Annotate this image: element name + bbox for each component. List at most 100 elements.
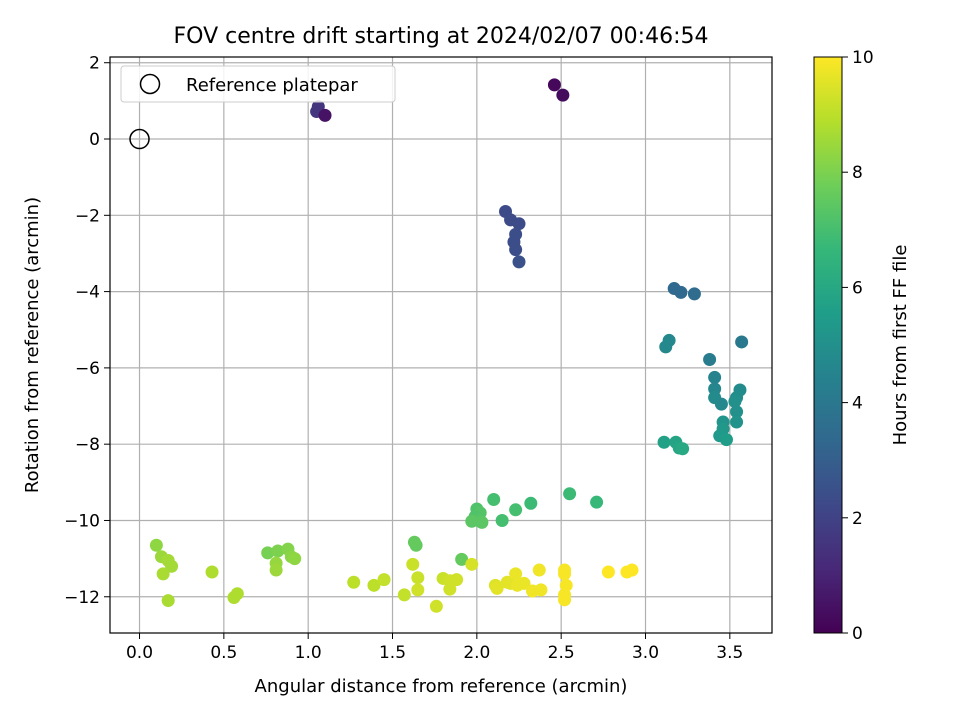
data-point (509, 503, 523, 517)
data-point (558, 593, 572, 607)
colorbar-ticks: 0 2 4 6 8 10 (842, 48, 874, 644)
x-tick-label: 0.5 (210, 643, 237, 663)
data-point (455, 552, 469, 566)
data-point (377, 573, 391, 587)
grid (110, 57, 772, 633)
data-point (547, 78, 561, 92)
data-point (475, 515, 489, 529)
x-tick-label: 1.5 (379, 643, 406, 663)
data-point (406, 557, 420, 571)
colorbar-tick-label: 8 (852, 163, 863, 183)
legend-marker (139, 73, 161, 95)
data-point (719, 433, 733, 447)
data-point (563, 487, 577, 501)
colorbar (813, 56, 843, 634)
data-point (271, 544, 285, 558)
colorbar-tick-label: 2 (852, 509, 863, 529)
data-point (558, 567, 572, 581)
data-point (450, 573, 464, 587)
data-point (487, 492, 501, 506)
data-point (662, 333, 676, 347)
x-tick-label: 1.0 (295, 643, 322, 663)
data-point (227, 591, 241, 605)
data-point (714, 397, 728, 411)
data-point (269, 563, 283, 577)
x-tick-label: 2.5 (548, 643, 575, 663)
colorbar-label: Hours from first FF file (890, 245, 911, 446)
y-tick-label: −8 (75, 435, 100, 455)
y-tick-label: −2 (75, 206, 100, 226)
data-point (524, 496, 538, 510)
chart-title: FOV centre drift starting at 2024/02/07 … (174, 24, 709, 49)
data-point (735, 335, 749, 349)
y-tick-label: −12 (64, 588, 100, 608)
colorbar-tick-label: 0 (852, 624, 863, 644)
x-tick-label: 0.0 (126, 643, 153, 663)
data-point (534, 583, 548, 597)
data-point (465, 557, 479, 571)
data-point (532, 563, 546, 577)
x-tick-label: 2.0 (463, 643, 490, 663)
data-point (311, 100, 325, 114)
data-point (347, 575, 361, 589)
data-point (601, 565, 615, 579)
data-point (495, 513, 509, 527)
reference-platepar-marker-layer (129, 128, 150, 150)
data-point (205, 565, 219, 579)
data-point (728, 394, 742, 408)
colorbar-tick-label: 6 (852, 278, 863, 298)
reference-platepar-marker (129, 128, 150, 150)
data-point (703, 352, 717, 366)
colorbar-tick-label: 4 (852, 394, 863, 414)
y-tick-label: −4 (75, 283, 100, 303)
data-point (429, 599, 443, 613)
data-point (465, 514, 479, 528)
data-point (590, 495, 604, 509)
colorbar-tick-label: 10 (852, 48, 874, 68)
data-point (318, 108, 332, 122)
data-point (411, 583, 425, 597)
legend-entry: Reference platepar (186, 75, 358, 96)
data-points (149, 78, 749, 613)
plot-frame (109, 56, 773, 634)
y-axis-ticks: 2 0 −2 −4 −6 −8 −10 −12 (64, 54, 110, 608)
x-tick-label: 3.5 (716, 643, 743, 663)
data-point (288, 552, 302, 566)
data-point (556, 88, 570, 102)
data-point (687, 287, 701, 301)
data-point (409, 538, 423, 552)
y-tick-label: −6 (75, 359, 100, 379)
legend: Reference platepar (120, 65, 396, 103)
data-point (730, 415, 744, 429)
data-point (517, 576, 531, 590)
y-tick-label: −10 (64, 511, 100, 531)
x-tick-label: 3.0 (632, 643, 659, 663)
data-point (730, 405, 744, 419)
data-point (657, 435, 671, 449)
x-axis-label: Angular distance from reference (arcmin) (255, 676, 628, 697)
data-point (367, 578, 381, 592)
data-point (411, 571, 425, 585)
data-point (512, 217, 526, 231)
data-point (512, 255, 526, 269)
data-point (676, 442, 690, 456)
y-axis-label: Rotation from reference (arcmin) (22, 197, 43, 493)
data-point (156, 567, 170, 581)
data-point (625, 563, 639, 577)
data-point (509, 567, 523, 581)
data-point (149, 538, 163, 552)
data-point (490, 581, 504, 595)
data-point (708, 370, 722, 384)
data-point (443, 582, 457, 596)
data-point (165, 559, 179, 573)
x-axis-ticks: 0.0 0.5 1.0 1.5 2.0 2.5 3.0 3.5 (126, 633, 743, 663)
data-point (674, 285, 688, 299)
data-point (161, 594, 175, 608)
legend-box (120, 65, 396, 103)
data-point (397, 588, 411, 602)
data-point (509, 243, 523, 257)
y-tick-label: 2 (89, 54, 100, 74)
data-point (261, 546, 275, 560)
